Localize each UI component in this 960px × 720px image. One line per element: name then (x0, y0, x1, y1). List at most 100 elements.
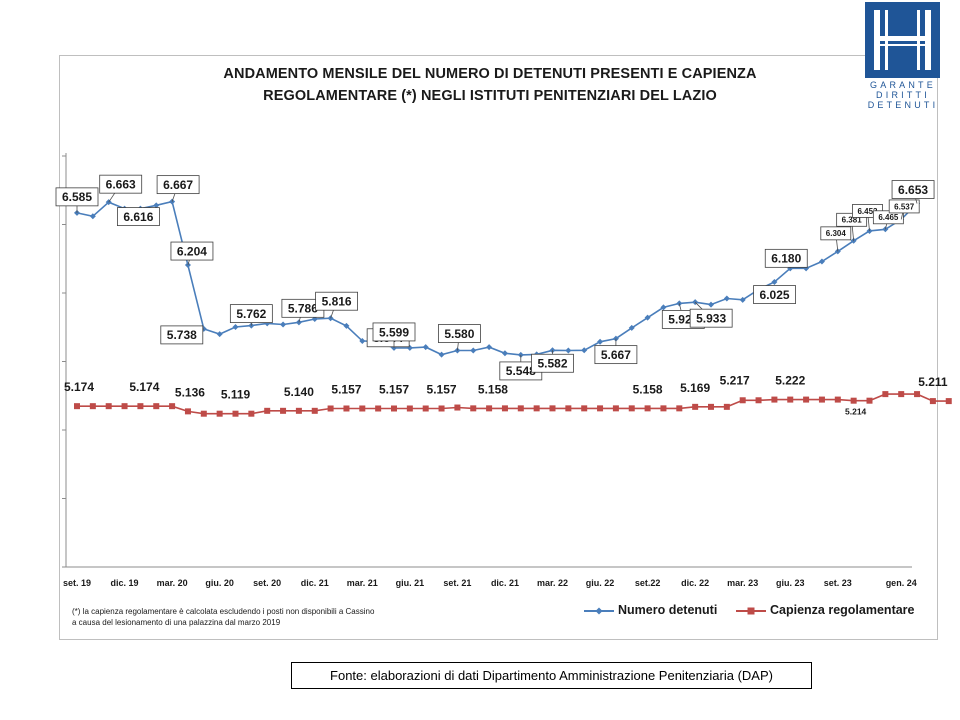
data-label-capienza: 5.140 (284, 385, 314, 399)
x-tick-label: dic. 22 (681, 578, 709, 588)
data-label-numero-detenuti: 6.585 (62, 190, 92, 204)
chart-title-line2: REGOLAMENTARE (*) NEGLI ISTITUTI PENITEN… (263, 88, 717, 104)
data-point-capienza (565, 405, 572, 412)
data-point-capienza (501, 405, 508, 412)
data-label-box (170, 241, 214, 261)
data-label-numero-detenuti: 6.465 (878, 213, 899, 222)
data-label-numero-detenuti: 5.582 (537, 357, 567, 371)
data-point-capienza (866, 397, 873, 404)
data-label-box (437, 324, 481, 343)
logo-text-line2: DIRITTI (876, 90, 930, 100)
logo: GARANTE DIRITTI DETENUTI (862, 2, 942, 112)
data-point-capienza (137, 403, 144, 410)
data-point-capienza (723, 403, 730, 410)
data-point-numero-detenuti (153, 202, 160, 209)
x-tick-label: mar. 21 (347, 578, 378, 588)
data-point-numero-detenuti (565, 347, 572, 354)
data-label-box (872, 210, 904, 225)
data-label-capienza: 5.158 (633, 382, 663, 396)
data-point-numero-detenuti (660, 304, 667, 311)
x-tick-label: mar. 20 (157, 578, 188, 588)
data-label-box (888, 199, 920, 214)
data-point-capienza (74, 403, 80, 410)
data-label-capienza: 5.214 (845, 407, 867, 417)
data-point-capienza (517, 405, 524, 412)
data-point-numero-detenuti (470, 347, 477, 354)
data-label-box (99, 174, 143, 194)
x-tick-label: set. 19 (63, 578, 91, 588)
data-point-numero-detenuti (708, 301, 714, 308)
data-label-numero-detenuti: 5.599 (379, 325, 409, 339)
data-point-capienza (359, 405, 366, 412)
data-point-numero-detenuti (216, 331, 223, 338)
data-point-capienza (200, 410, 207, 417)
data-point-capienza (375, 405, 382, 412)
data-point-capienza (105, 403, 112, 410)
data-point-capienza (644, 405, 651, 412)
footnote-line1: (*) la capienza regolamentare è calcolat… (72, 607, 375, 616)
data-label-box (764, 248, 808, 268)
data-label-numero-detenuti: 5.667 (601, 348, 631, 362)
data-point-capienza (549, 405, 556, 412)
data-point-capienza (422, 405, 429, 412)
x-tick-label: giu. 23 (776, 578, 805, 588)
series-line-numero-detenuti (76, 200, 918, 356)
data-point-numero-detenuti (232, 323, 239, 330)
x-tick-label: dic. 21 (491, 578, 519, 588)
data-label-box (820, 226, 852, 241)
data-point-capienza (470, 405, 477, 412)
data-label-numero-detenuti: 6.653 (898, 183, 928, 197)
data-point-numero-detenuti (359, 337, 366, 344)
x-tick-label: dic. 19 (111, 578, 139, 588)
data-label-box (594, 345, 638, 365)
data-point-numero-detenuti (486, 344, 493, 351)
data-point-numero-detenuti (644, 314, 651, 321)
data-label-numero-detenuti: 6.453 (857, 207, 878, 216)
data-point-numero-detenuti (771, 279, 778, 286)
data-point-capienza (676, 405, 683, 412)
data-point-capienza (438, 405, 445, 412)
data-point-capienza (248, 410, 255, 417)
data-point-numero-detenuti (343, 322, 350, 329)
logo-text-line1: GARANTE (870, 80, 936, 90)
logo-mark-icon (865, 2, 940, 78)
chart-frame (59, 55, 938, 640)
data-point-capienza (486, 405, 493, 412)
data-label-capienza: 5.222 (775, 374, 805, 388)
x-tick-label: mar. 23 (727, 578, 758, 588)
data-point-capienza (391, 405, 397, 412)
x-tick-label: set. 20 (253, 578, 281, 588)
data-point-capienza (755, 397, 762, 404)
data-label-capienza: 5.157 (331, 382, 361, 396)
legend-blue-line-icon (584, 607, 614, 615)
data-label-numero-detenuti: 6.616 (123, 210, 153, 224)
data-point-capienza (153, 403, 160, 410)
data-label-numero-detenuti: 6.204 (177, 244, 207, 258)
data-label-numero-detenuti: 5.762 (236, 307, 266, 321)
data-point-capienza (628, 405, 635, 412)
data-label-numero-detenuti: 6.304 (826, 229, 847, 238)
data-point-capienza (850, 397, 857, 404)
x-tick-label: gen. 24 (886, 578, 917, 588)
x-tick-label: mar. 22 (537, 578, 568, 588)
data-point-numero-detenuti (280, 321, 287, 328)
data-point-capienza (771, 396, 778, 403)
data-point-numero-detenuti (818, 258, 825, 265)
data-label-capienza: 5.217 (720, 373, 750, 387)
data-point-capienza (454, 404, 461, 411)
data-label-box (117, 207, 160, 227)
data-point-capienza (169, 403, 176, 410)
chart-title-line1: ANDAMENTO MENSILE DEL NUMERO DI DETENUTI… (223, 66, 757, 82)
x-tick-label: giu. 22 (586, 578, 615, 588)
data-point-capienza (406, 405, 413, 412)
data-label-box (689, 308, 733, 328)
data-point-capienza (834, 396, 841, 403)
data-point-numero-detenuti (723, 295, 730, 302)
footnote: (*) la capienza regolamentare è calcolat… (72, 606, 374, 628)
data-point-numero-detenuti (501, 350, 508, 357)
data-label-numero-detenuti: 5.816 (322, 295, 352, 309)
data-point-capienza (264, 407, 271, 414)
data-point-capienza (929, 398, 936, 405)
data-label-numero-detenuti: 6.025 (760, 288, 790, 302)
data-point-capienza (803, 396, 810, 403)
